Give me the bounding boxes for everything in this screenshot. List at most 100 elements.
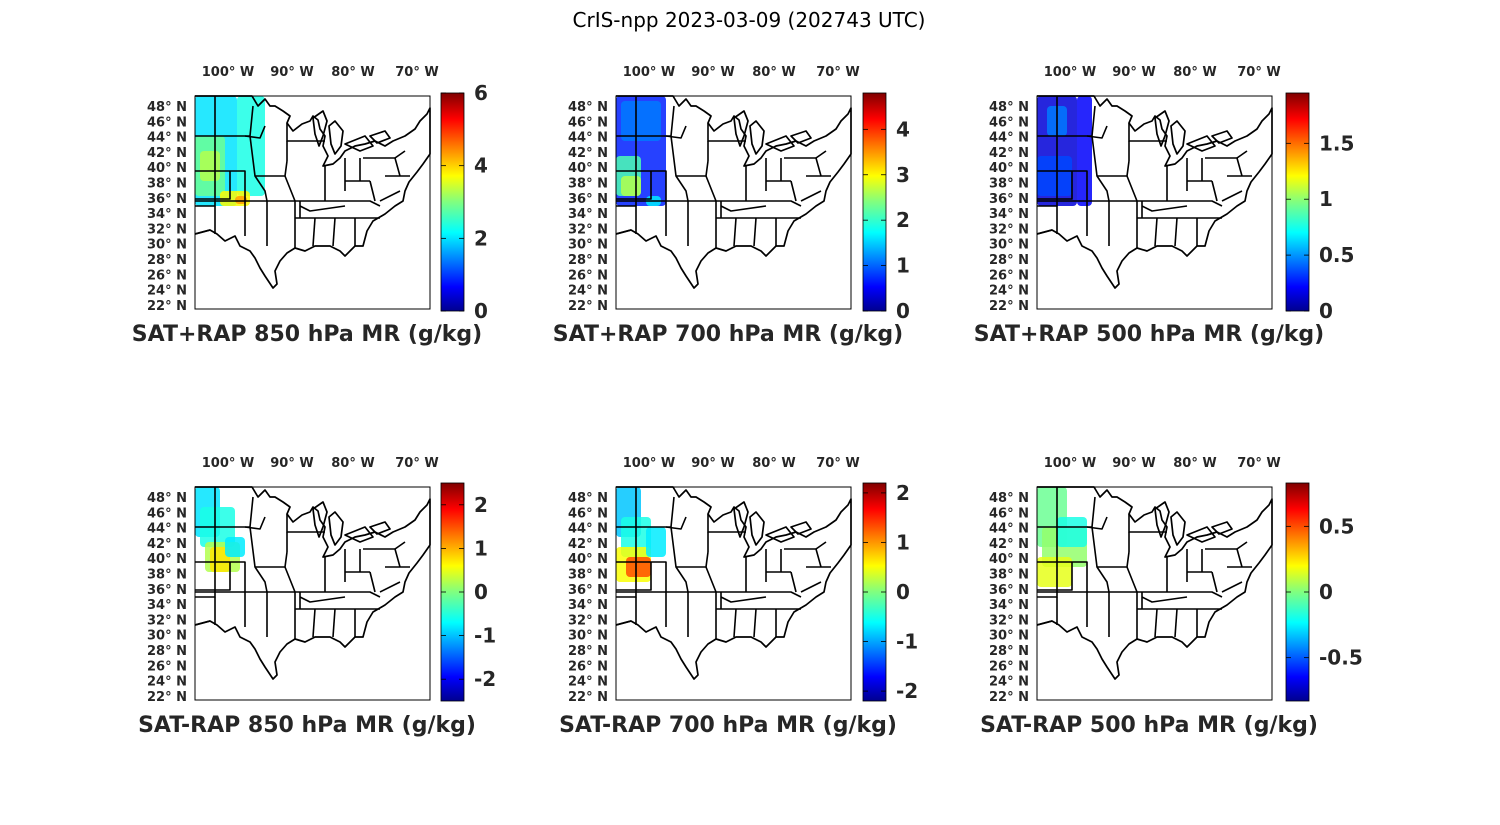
lat-label: 44° N <box>568 522 608 537</box>
lon-label: 100° W <box>1044 456 1097 471</box>
state-border <box>312 608 316 638</box>
colorbar-tick-label: -1 <box>896 630 918 654</box>
lat-label: 38° N <box>568 177 608 192</box>
lat-label: 22° N <box>989 299 1029 314</box>
basemap <box>1036 486 1273 680</box>
state-border <box>1141 205 1188 212</box>
lat-label: 34° N <box>147 207 187 222</box>
great-lake <box>344 526 374 543</box>
colorbar-tick-label: 0 <box>896 580 910 604</box>
great-lake <box>733 110 749 147</box>
panel-diff500: 100° W 90° W 80° W 70° W 48° N46° N44° N42° … <box>980 456 1363 738</box>
state-border <box>705 566 717 593</box>
great-lake <box>312 110 328 147</box>
lat-label: 22° N <box>568 690 608 705</box>
lat-label: 42° N <box>147 537 187 552</box>
lat-label: 26° N <box>147 659 187 674</box>
state-border <box>300 200 381 207</box>
lat-label: 48° N <box>989 100 1029 115</box>
lat-label: 40° N <box>147 161 187 176</box>
lat-label: 26° N <box>989 268 1029 283</box>
map-frame <box>1036 95 1273 310</box>
lat-label: 48° N <box>989 491 1029 506</box>
lat-label: 24° N <box>989 675 1029 690</box>
state-border <box>1174 608 1178 638</box>
swath-cell <box>200 151 220 181</box>
lon-label: 80° W <box>752 65 795 80</box>
lat-label: 48° N <box>147 491 187 506</box>
state-border <box>616 171 652 200</box>
colorbar <box>863 483 886 701</box>
lat-label: 44° N <box>147 522 187 537</box>
state-border <box>670 135 689 202</box>
map-frame <box>615 486 852 701</box>
lon-label: 100° W <box>1044 65 1097 80</box>
lat-label: 48° N <box>568 100 608 115</box>
state-border <box>733 217 737 247</box>
lat-label: 28° N <box>989 644 1029 659</box>
colorbar-frame <box>862 92 887 312</box>
panel-sum500: 100° W 90° W 80° W 70° W 48° N46° N44° N42° … <box>974 65 1355 347</box>
state-border <box>720 596 767 603</box>
lat-label: 46° N <box>568 506 608 521</box>
state-border <box>1211 571 1218 593</box>
colorbar <box>441 93 464 311</box>
lat-label: 24° N <box>147 284 187 299</box>
lat-label: 46° N <box>568 115 608 130</box>
state-border <box>299 596 346 603</box>
lon-label: 90° W <box>270 65 313 80</box>
state-border <box>300 591 381 598</box>
state-border <box>636 561 667 627</box>
lat-label: 38° N <box>147 568 187 583</box>
map-background <box>616 487 851 700</box>
state-border <box>800 190 822 202</box>
colorbar-tick-label: 0 <box>1319 299 1333 323</box>
lon-label: 70° W <box>395 65 438 80</box>
coastline <box>194 95 431 289</box>
great-lake <box>328 511 344 546</box>
basemap <box>615 486 852 680</box>
swath-cell <box>621 101 661 141</box>
state-border <box>1126 175 1138 202</box>
lon-label: 70° W <box>1237 456 1280 471</box>
colorbar-tick-label: 2 <box>474 226 488 250</box>
panel-title: SAT-RAP 700 hPa MR (g/kg) <box>559 713 897 738</box>
lon-label: 80° W <box>331 65 374 80</box>
map-frame <box>1036 486 1273 701</box>
state-border <box>615 229 632 235</box>
lat-label: 22° N <box>989 690 1029 705</box>
swath-cell <box>235 196 247 204</box>
colorbar-tick-label: 0.5 <box>1319 243 1354 267</box>
colorbar-tick-label: 2 <box>474 493 488 517</box>
lat-label: 34° N <box>568 598 608 613</box>
lat-label: 46° N <box>147 115 187 130</box>
lon-label: 70° W <box>1237 65 1280 80</box>
lat-label: 40° N <box>989 161 1029 176</box>
great-lake <box>1154 501 1170 538</box>
state-border <box>1174 217 1178 247</box>
lon-label: 80° W <box>1173 65 1216 80</box>
swath-cell <box>646 527 666 557</box>
lat-label: 44° N <box>989 131 1029 146</box>
state-border <box>369 180 376 202</box>
lat-label: 38° N <box>568 568 608 583</box>
state-border <box>1037 171 1073 200</box>
state-border <box>249 526 268 593</box>
state-border <box>753 217 757 247</box>
state-border <box>1091 135 1110 202</box>
state-border <box>1141 596 1188 603</box>
lat-label: 42° N <box>568 146 608 161</box>
great-lake <box>1170 511 1186 546</box>
lon-label: 70° W <box>395 456 438 471</box>
panel-diff850: 100° W 90° W 80° W 70° W 48° N46° N44° N42° … <box>138 456 496 738</box>
lat-label: 26° N <box>568 268 608 283</box>
state-border <box>369 571 376 593</box>
state-border <box>1036 229 1053 235</box>
lon-label: 70° W <box>816 65 859 80</box>
colorbar <box>1286 483 1309 701</box>
state-border <box>194 620 211 626</box>
great-lake <box>1211 521 1233 535</box>
state-border <box>332 217 336 247</box>
lat-label: 28° N <box>568 644 608 659</box>
